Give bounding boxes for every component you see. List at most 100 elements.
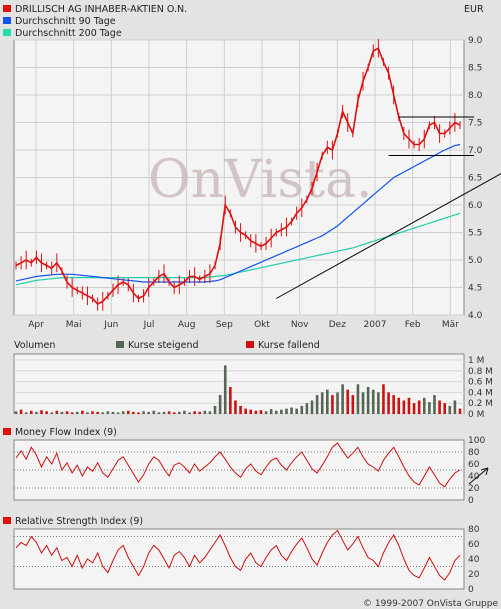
legend-swatch-mfi — [3, 428, 11, 435]
volume-bar — [412, 403, 416, 414]
volume-bar — [402, 400, 406, 414]
volume-bar — [387, 392, 390, 414]
rsi-y-tick: 40 — [468, 555, 480, 565]
volume-bar — [223, 365, 227, 414]
price-x-tick: Nov — [291, 320, 309, 330]
volume-bar — [295, 408, 298, 414]
legend-falling: Kurse fallend — [258, 340, 320, 351]
mfi-y-tick: 0 — [468, 496, 474, 506]
volume-bar — [280, 409, 283, 414]
volume-y-tick: 1 M — [468, 356, 484, 366]
mfi-title: Money Flow Index (9) — [15, 427, 117, 438]
volume-bar — [443, 403, 446, 414]
volume-bar — [178, 411, 181, 414]
price-x-tick: Sep — [216, 320, 233, 330]
volume-bar — [300, 405, 304, 414]
price-x-tick: Jun — [103, 320, 118, 330]
price-grid — [14, 39, 464, 316]
price-x-tick: Dez — [329, 320, 346, 330]
volume-title: Volumen — [14, 340, 55, 351]
volume-bar — [19, 409, 23, 414]
volume-y-ticks: 1 M0.8 M0.6 M0.4 M0.2 M0 M — [468, 356, 493, 420]
volume-bar — [162, 411, 166, 414]
price-x-tick: Feb — [405, 320, 421, 330]
volume-bar — [382, 384, 385, 414]
volume-bar — [75, 411, 79, 414]
legend-swatch-ma90 — [3, 17, 11, 24]
price-line — [15, 47, 461, 305]
mfi-arrow — [468, 467, 489, 485]
volume-bar — [371, 389, 375, 414]
volume-bar — [244, 408, 247, 414]
legend-rising: Kurse steigend — [128, 340, 199, 351]
volume-bar — [55, 410, 59, 414]
price-y-tick: 5.5 — [468, 229, 482, 239]
price-y-tick: 9.0 — [468, 36, 483, 46]
price-y-ticks: 4.0 4.5 5.0 5.5 6.0 6.5 7.0 7.5 8.0 8.5 9.0 — [468, 36, 483, 321]
volume-bar — [269, 409, 273, 414]
price-x-tick: 2007 — [364, 320, 387, 330]
rsi-y-tick: 80 — [468, 525, 480, 535]
rsi-series — [15, 529, 461, 581]
rsi-y-tick: 0 — [468, 585, 474, 595]
volume-bar — [126, 410, 130, 414]
volume-bar — [249, 409, 253, 414]
volume-bar — [116, 412, 120, 414]
legend-ma200: Durchschnitt 200 Tage — [15, 28, 122, 39]
legend-swatch-rising — [116, 341, 124, 348]
price-y-tick: 6.0 — [468, 201, 483, 211]
volume-bar — [229, 387, 232, 414]
volume-bar — [14, 411, 18, 414]
volume-bar — [152, 410, 156, 414]
volume-bar — [70, 412, 74, 414]
mfi-series — [15, 442, 461, 488]
mfi-y-tick: 60 — [468, 460, 480, 470]
volume-bar — [96, 411, 99, 414]
volume-bar — [315, 395, 319, 414]
rsi-y-tick: 20 — [468, 570, 480, 580]
legend-swatch-ma200 — [3, 29, 11, 36]
volume-bar — [111, 411, 115, 414]
volume-bar — [101, 412, 105, 414]
volume-bar — [397, 397, 401, 414]
price-x-tick: Apr — [28, 320, 44, 330]
ma90-line — [15, 143, 461, 283]
volume-bar — [81, 410, 84, 414]
volume-y-tick: 0 M — [468, 410, 484, 420]
watermark: OnVista. — [148, 150, 373, 210]
legend-price: DRILLISCH AG INHABER-AKTIEN O.N. — [15, 4, 187, 15]
price-x-tick: Mär — [442, 320, 459, 330]
volume-bar — [121, 411, 125, 414]
volume-bars — [14, 365, 462, 414]
volume-bar — [157, 412, 161, 414]
legend-swatch-price — [3, 5, 11, 12]
legend-ma90: Durchschnitt 90 Tage — [15, 16, 116, 27]
volume-bar — [65, 411, 69, 414]
volume-bar — [208, 411, 212, 414]
volume-bar — [351, 395, 355, 414]
copyright: © 1999-2007 OnVista Gruppe — [363, 599, 498, 609]
volume-bar — [203, 410, 207, 414]
volume-bar — [264, 411, 268, 414]
volume-bar — [188, 412, 191, 414]
price-series — [15, 38, 461, 311]
volume-bar — [392, 395, 395, 414]
legend-swatch-falling — [246, 341, 254, 348]
rsi-panel — [13, 528, 465, 590]
volume-bar — [137, 412, 140, 414]
rsi-title: Relative Strength Index (9) — [15, 516, 143, 527]
price-y-tick: 8.0 — [468, 91, 483, 101]
volume-bar — [24, 412, 28, 414]
volume-bar — [305, 403, 309, 414]
volume-bar — [377, 392, 380, 414]
volume-bar — [213, 405, 217, 414]
volume-bar — [433, 395, 436, 414]
currency-label: EUR — [464, 4, 484, 15]
price-y-tick: 7.0 — [468, 146, 483, 156]
volume-bar — [331, 395, 334, 414]
volume-bar — [259, 410, 263, 414]
volume-panel — [13, 353, 465, 415]
volume-bar — [346, 389, 350, 414]
volume-bar — [336, 392, 339, 414]
volume-bar — [132, 411, 135, 414]
